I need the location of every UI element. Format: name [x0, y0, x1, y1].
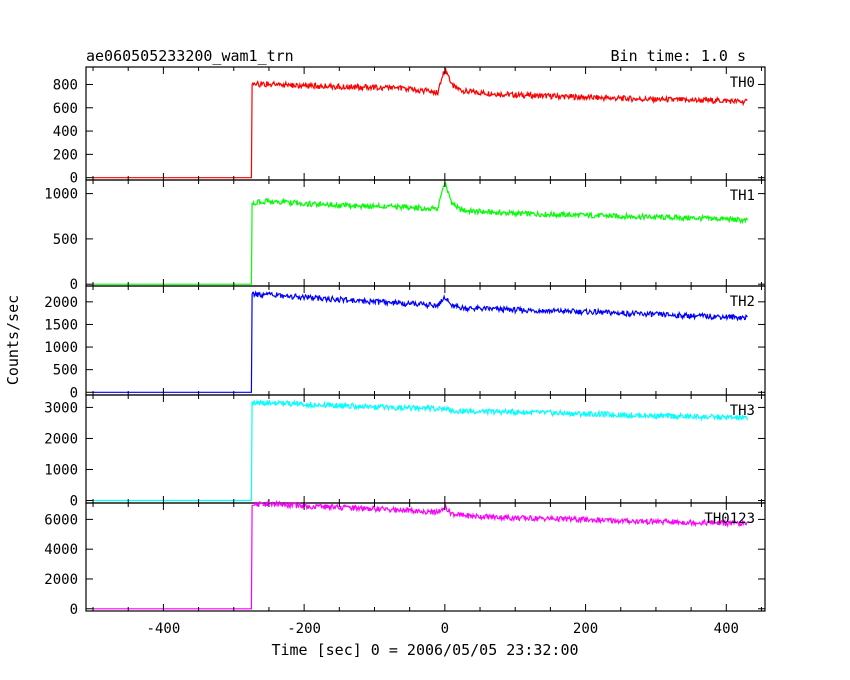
chart-title: ae060505233200_wam1_trn: [86, 47, 294, 65]
y-tick-label: 1000: [44, 462, 78, 478]
y-tick-label: 1500: [44, 317, 78, 333]
y-tick-label: 600: [53, 101, 78, 117]
panel-frame-th2: [85, 285, 766, 396]
bin-time-label: Bin time: 1.0 s: [611, 47, 746, 65]
panel-label-th1: TH1: [730, 188, 755, 204]
y-tick-label: 1000: [44, 340, 78, 356]
y-tick-label: 2000: [44, 295, 78, 311]
x-tick-label: 400: [714, 621, 739, 637]
y-axis-title: Counts/sec: [4, 295, 22, 385]
series-line-th1: [93, 181, 748, 285]
y-tick-label: 3000: [44, 400, 78, 416]
series-line-th0: [93, 67, 748, 179]
x-tick-label: 200: [573, 621, 598, 637]
y-tick-label: 0: [70, 171, 78, 187]
y-tick-label: 500: [53, 363, 78, 379]
panels-group: 0 200 400 600 800 TH0 0 500 1000 TH1 0 500 1000 1500 2…: [44, 66, 766, 637]
y-tick-label: 0: [70, 277, 78, 293]
y-tick-label: 1000: [44, 187, 78, 203]
y-tick-label: 800: [53, 77, 78, 93]
series-line-th2: [93, 290, 748, 393]
panel-label-th2: TH2: [730, 294, 755, 310]
y-tick-label: 4000: [44, 542, 78, 558]
panel-label-th0: TH0: [730, 75, 755, 91]
x-tick-label: -400: [147, 621, 181, 637]
y-tick-label: 0: [70, 385, 78, 401]
panel-frame-th1: [85, 179, 766, 287]
panel-frame-th0123: [85, 502, 766, 612]
y-tick-label: 200: [53, 147, 78, 163]
panel-frame-th0: [85, 66, 766, 181]
y-tick-label: 2000: [44, 572, 78, 588]
panel-label-th3: TH3: [730, 403, 755, 419]
panel-label-th0123: TH0123: [704, 511, 755, 527]
y-tick-label: 0: [70, 494, 78, 510]
x-tick-label: 0: [441, 621, 449, 637]
x-tick-label: -200: [287, 621, 321, 637]
y-tick-label: 0: [70, 602, 78, 618]
y-tick-label: 6000: [44, 512, 78, 528]
series-line-th0123: [93, 499, 748, 610]
series-line-th3: [93, 398, 748, 502]
x-axis-title: Time [sec] 0 = 2006/05/05 23:32:00: [271, 641, 578, 659]
y-tick-label: 2000: [44, 431, 78, 447]
panel-frame-th3: [85, 394, 766, 504]
y-tick-label: 500: [53, 232, 78, 248]
y-tick-label: 400: [53, 124, 78, 140]
